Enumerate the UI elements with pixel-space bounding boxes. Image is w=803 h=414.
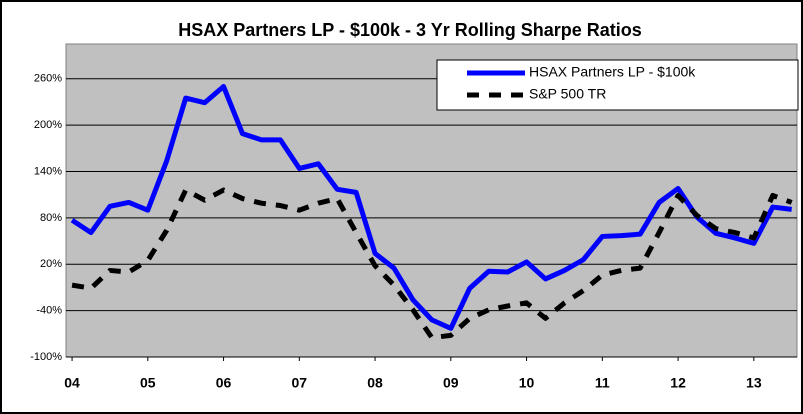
x-tick-label: 10 — [519, 375, 535, 391]
y-tick-label: 140% — [34, 165, 62, 177]
y-tick-label: 20% — [40, 258, 62, 270]
x-tick-label: 06 — [216, 375, 232, 391]
y-tick-label: 200% — [34, 119, 62, 131]
y-tick-label: 260% — [34, 73, 62, 85]
legend-label: HSAX Partners LP - $100k — [529, 64, 696, 80]
x-tick-label: 11 — [595, 375, 610, 391]
y-tick-label: 80% — [40, 212, 62, 224]
x-tick-label: 09 — [443, 375, 459, 391]
x-tick-label: 13 — [746, 375, 762, 391]
series-line — [70, 84, 793, 331]
x-tick-label: 04 — [64, 375, 80, 391]
x-tick-label: 07 — [292, 375, 308, 391]
legend-box — [436, 59, 799, 111]
y-tick-label: -40% — [36, 305, 62, 317]
chart-title: HSAX Partners LP - $100k - 3 Yr Rolling … — [178, 20, 642, 40]
x-tick-label: 08 — [367, 375, 383, 391]
y-tick-label: -100% — [30, 351, 62, 363]
series-line — [71, 187, 793, 341]
legend-label: S&P 500 TR — [529, 86, 606, 102]
x-tick-label: 12 — [670, 375, 686, 391]
x-tick-label: 05 — [140, 375, 156, 391]
